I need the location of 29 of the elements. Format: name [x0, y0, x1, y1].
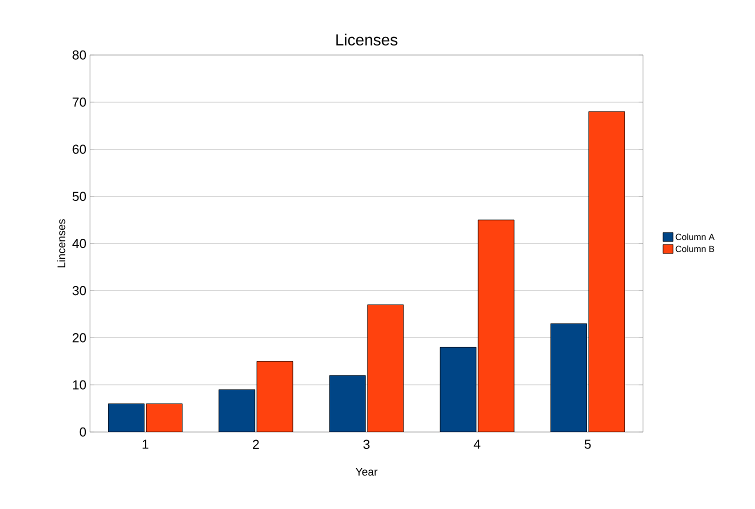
bar: [146, 404, 182, 432]
bar: [478, 220, 514, 432]
y-axis-title: Lincenses: [57, 219, 66, 268]
y-tick-label: 60: [72, 144, 86, 154]
x-axis-title: Year: [356, 468, 378, 476]
y-tick-label: 10: [73, 380, 86, 390]
legend-label: Column A: [676, 234, 715, 240]
x-tick-label: 5: [584, 440, 591, 449]
y-tick-label: 30: [72, 286, 86, 296]
x-tick-label: 1: [142, 440, 148, 449]
bar: [256, 361, 294, 432]
x-tick-label: 4: [474, 440, 480, 449]
bar: [367, 304, 404, 432]
legend-label: Column B: [676, 245, 714, 252]
chart-title: Licenses: [336, 34, 398, 46]
bar: [329, 375, 366, 432]
y-tick-label: 40: [72, 238, 86, 248]
x-tick-label: 3: [363, 440, 370, 449]
y-tick-label: 0: [80, 427, 86, 437]
y-tick-label: 80: [72, 50, 86, 60]
bar: [588, 111, 625, 432]
x-tick-label: 2: [252, 440, 259, 449]
bar: [550, 323, 587, 432]
bar: [108, 404, 144, 432]
y-tick-label: 70: [72, 98, 86, 107]
y-tick-label: 20: [72, 333, 86, 342]
y-tick-label: 50: [72, 192, 86, 201]
bar: [440, 346, 476, 432]
bar: [218, 389, 256, 432]
